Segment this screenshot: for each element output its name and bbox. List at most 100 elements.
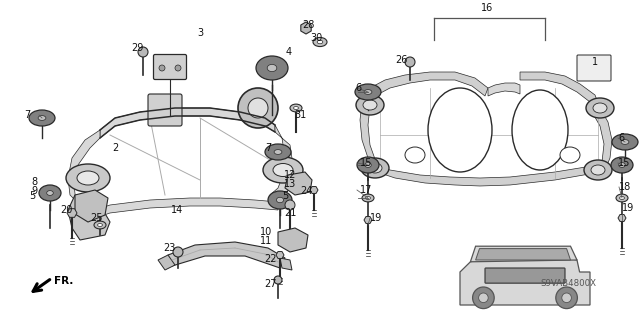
Ellipse shape [593, 103, 607, 113]
Text: S9VAB4800X: S9VAB4800X [540, 279, 596, 288]
Text: 21: 21 [284, 208, 296, 218]
Circle shape [173, 247, 183, 257]
Text: 8: 8 [31, 177, 37, 187]
Polygon shape [100, 108, 275, 138]
Polygon shape [168, 242, 285, 268]
Text: 27: 27 [264, 279, 276, 289]
FancyBboxPatch shape [148, 94, 182, 126]
Ellipse shape [620, 197, 625, 199]
Ellipse shape [97, 224, 102, 226]
Ellipse shape [248, 98, 268, 118]
Text: 31: 31 [294, 110, 307, 120]
Ellipse shape [357, 157, 379, 173]
Polygon shape [470, 246, 577, 262]
Text: 2: 2 [112, 143, 118, 153]
Ellipse shape [294, 107, 298, 109]
Polygon shape [75, 190, 108, 222]
Ellipse shape [612, 134, 638, 150]
Circle shape [479, 293, 488, 303]
Polygon shape [618, 215, 626, 221]
Ellipse shape [560, 147, 580, 163]
Text: 16: 16 [481, 3, 493, 13]
Text: 10: 10 [260, 227, 272, 237]
Text: 18: 18 [619, 182, 631, 192]
Ellipse shape [290, 104, 302, 112]
Text: 24: 24 [300, 186, 312, 196]
Polygon shape [276, 252, 284, 258]
Ellipse shape [619, 163, 625, 167]
Ellipse shape [66, 164, 110, 192]
FancyBboxPatch shape [485, 268, 565, 283]
Text: FR.: FR. [54, 276, 74, 286]
Ellipse shape [256, 56, 288, 80]
Ellipse shape [77, 171, 99, 185]
Ellipse shape [362, 194, 374, 202]
Text: 19: 19 [622, 203, 634, 213]
Text: 13: 13 [284, 179, 296, 189]
Ellipse shape [268, 191, 292, 209]
Text: 15: 15 [618, 158, 630, 168]
Ellipse shape [361, 158, 389, 178]
Polygon shape [370, 72, 488, 96]
Ellipse shape [591, 165, 605, 175]
Text: 1: 1 [592, 57, 598, 67]
Circle shape [138, 47, 148, 57]
Circle shape [405, 57, 415, 67]
Polygon shape [364, 217, 372, 224]
Circle shape [175, 65, 181, 71]
Ellipse shape [405, 147, 425, 163]
Polygon shape [310, 187, 318, 193]
Ellipse shape [274, 150, 282, 154]
Ellipse shape [47, 190, 53, 196]
Text: 19: 19 [370, 213, 382, 223]
Polygon shape [488, 83, 520, 96]
Polygon shape [360, 88, 383, 168]
Text: 28: 28 [302, 20, 314, 30]
Text: 7: 7 [265, 143, 271, 153]
Ellipse shape [586, 98, 614, 118]
Ellipse shape [94, 221, 106, 229]
Text: 4: 4 [286, 47, 292, 57]
Ellipse shape [364, 90, 372, 94]
Ellipse shape [276, 197, 284, 203]
Ellipse shape [313, 37, 327, 47]
Ellipse shape [29, 110, 55, 126]
Polygon shape [285, 172, 312, 195]
Ellipse shape [365, 163, 371, 167]
Polygon shape [68, 195, 110, 240]
Ellipse shape [428, 88, 492, 172]
Text: 22: 22 [264, 254, 276, 264]
Ellipse shape [39, 185, 61, 201]
Circle shape [159, 65, 165, 71]
Polygon shape [68, 130, 100, 218]
Ellipse shape [363, 100, 377, 110]
Text: 25: 25 [90, 213, 102, 223]
Polygon shape [280, 258, 292, 270]
Circle shape [556, 287, 577, 308]
Ellipse shape [317, 40, 323, 44]
Text: 17: 17 [360, 185, 372, 195]
Circle shape [285, 200, 295, 210]
Text: 12: 12 [284, 170, 296, 180]
Polygon shape [301, 22, 311, 34]
Ellipse shape [273, 164, 293, 176]
Polygon shape [67, 209, 77, 217]
Polygon shape [460, 256, 590, 305]
Text: 14: 14 [171, 205, 183, 215]
Polygon shape [520, 72, 600, 115]
Text: 3: 3 [197, 28, 203, 38]
Circle shape [562, 293, 572, 303]
Polygon shape [590, 108, 612, 178]
Polygon shape [95, 198, 278, 218]
Text: 26: 26 [395, 55, 408, 65]
Ellipse shape [356, 95, 384, 115]
Ellipse shape [238, 88, 278, 128]
Ellipse shape [616, 194, 628, 202]
Text: 6: 6 [355, 83, 361, 93]
Circle shape [472, 287, 494, 308]
Ellipse shape [365, 197, 371, 199]
Polygon shape [270, 125, 293, 202]
Polygon shape [158, 255, 175, 270]
Ellipse shape [512, 90, 568, 170]
Text: 6: 6 [618, 133, 624, 143]
